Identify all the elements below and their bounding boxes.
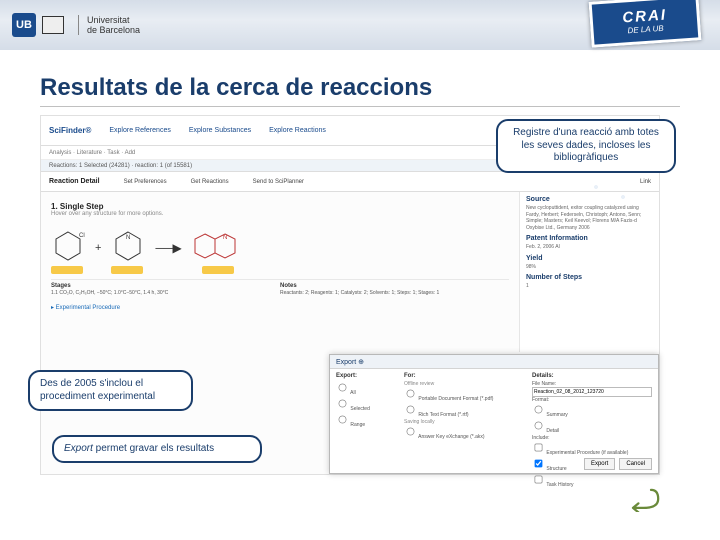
benzene-icon: Cl — [51, 229, 85, 263]
sf-tool-send[interactable]: Send to SciPlanner — [253, 179, 304, 185]
plus-icon: + — [95, 242, 101, 254]
export-opt-akx[interactable]: Answer Key eXchange (*.akx) — [404, 425, 524, 441]
svg-text:N: N — [126, 235, 130, 241]
ub-shield-icon: UB — [12, 13, 36, 37]
callout-export-rest: permet gravar els resultats — [93, 443, 214, 454]
sf-stages-col: Stages 1.1 CO₂O, C₂H₅OH, −50°C; 1.0°C−50… — [51, 283, 280, 296]
export-opt-all[interactable]: All — [336, 381, 396, 397]
export-details-header: Details: — [532, 373, 652, 379]
ub-logo: UB Universitat de Barcelona — [12, 13, 140, 37]
sf-body: 1. Single Step Hover over any structure … — [41, 192, 659, 352]
title-underline — [40, 106, 680, 107]
export-body: Export: All Selected Range For: Offline … — [330, 369, 658, 493]
export-opt-range[interactable]: Range — [336, 413, 396, 429]
page-title: Resultats de la cerca de reaccions — [40, 74, 720, 102]
export-filename-input[interactable] — [532, 387, 652, 397]
export-title: Export ⊕ — [330, 355, 658, 369]
sf-stages-table: Stages 1.1 CO₂O, C₂H₅OH, −50°C; 1.0°C−50… — [51, 279, 509, 296]
hex-bg-icon — [569, 172, 659, 222]
sf-yield-value: 98% — [526, 264, 653, 271]
crai-logo: CRAI DE LA UB — [589, 0, 702, 48]
sf-steps-header: Number of Steps — [526, 274, 653, 281]
ub-name-line1: Universitat — [87, 15, 140, 25]
header-bar: UB Universitat de Barcelona CRAI DE LA U… — [0, 0, 720, 50]
export-button[interactable]: Export — [584, 458, 615, 470]
molecule-1: Cl — [51, 229, 85, 268]
export-scope-header: Export: — [336, 373, 396, 379]
sf-patent-header: Patent Information — [526, 235, 653, 242]
sf-patent-text: Feb. 2, 2006 AI — [526, 244, 653, 251]
cancel-button[interactable]: Cancel — [619, 458, 652, 470]
biphenyl-icon: N — [192, 229, 246, 263]
tooltip-icon — [202, 266, 234, 274]
tooltip-icon — [111, 266, 143, 274]
export-fmt-summary[interactable]: Summary — [532, 403, 652, 419]
return-arrow-icon[interactable] — [624, 484, 660, 512]
crai-line2: DE LA UB — [627, 24, 664, 36]
reaction-scheme: Cl + N ──▶ N — [51, 227, 509, 269]
export-col-scope: Export: All Selected Range — [336, 373, 396, 489]
arrow-icon: ──▶ — [155, 241, 181, 255]
export-opt-selected[interactable]: Selected — [336, 397, 396, 413]
sf-stages-value: 1.1 CO₂O, C₂H₅OH, −50°C; 1.0°C−50°C, 1.4… — [51, 290, 168, 296]
export-opt-pdf[interactable]: Portable Document Format (*.pdf) — [404, 387, 524, 403]
sf-nav-substances[interactable]: Explore Substances — [189, 127, 251, 134]
sf-notes-value: Reactants: 2; Reagents: 1; Catalysts: 2;… — [280, 290, 439, 296]
tooltip-icon — [51, 266, 83, 274]
sf-nav-reactions[interactable]: Explore Reactions — [269, 127, 326, 134]
svg-text:Cl: Cl — [79, 233, 85, 239]
sf-brand: SciFinder® — [49, 126, 91, 135]
export-for-header: For: — [404, 373, 524, 379]
export-opt-rtf[interactable]: Rich Text Format (*.rtf) — [404, 403, 524, 419]
callout-export: Export permet gravar els resultats — [52, 435, 262, 464]
sf-tool-get[interactable]: Get Reactions — [191, 179, 229, 185]
svg-text:N: N — [223, 235, 227, 241]
callout-record: Registre d'una reacció amb totes les sev… — [496, 119, 676, 173]
sf-step-label: 1. Single Step — [51, 202, 509, 211]
sf-tool-set[interactable]: Set Preferences — [124, 179, 167, 185]
content-area: SciFinder® Explore References Explore Su… — [40, 115, 680, 475]
sf-step-hint: Hover over any structure for more option… — [51, 211, 509, 217]
callout-export-italic: Export — [64, 443, 93, 454]
sf-stages-header: Stages — [51, 283, 274, 289]
sf-steps-value: 1 — [526, 283, 653, 290]
export-fmt-detail[interactable]: Detail — [532, 419, 652, 435]
ub-building-icon — [42, 16, 64, 34]
sf-experimental-link[interactable]: ▸ Experimental Procedure — [51, 304, 120, 311]
ub-name-line2: de Barcelona — [87, 25, 140, 35]
ub-text: Universitat de Barcelona — [78, 15, 140, 35]
export-dialog: Export ⊕ Export: All Selected Range For:… — [329, 354, 659, 474]
sf-nav-references[interactable]: Explore References — [109, 127, 170, 134]
export-inc-exp[interactable]: Experimental Procedure (if available) — [532, 441, 652, 457]
molecule-product: N — [192, 229, 246, 268]
export-col-details: Details: File Name: Format: Summary Deta… — [532, 373, 652, 489]
sf-main-panel: 1. Single Step Hover over any structure … — [41, 192, 519, 352]
callout-procedure: Des de 2005 s'inclou el procediment expe… — [28, 370, 193, 411]
sf-yield-header: Yield — [526, 255, 653, 262]
sf-tool-detail: Reaction Detail — [49, 178, 100, 185]
sf-notes-header: Notes — [280, 283, 503, 289]
export-col-for: For: Offline review Portable Document Fo… — [404, 373, 524, 489]
pyridine-icon: N — [111, 229, 145, 263]
sf-notes-col: Notes Reactants: 2; Reagents: 1; Catalys… — [280, 283, 509, 296]
export-footer: Export Cancel — [584, 458, 652, 470]
molecule-2: N — [111, 229, 145, 268]
sf-side-panel: Source New cycloputtident, exitor coupli… — [519, 192, 659, 352]
sf-toolbar: Reaction Detail Set Preferences Get Reac… — [41, 172, 659, 192]
